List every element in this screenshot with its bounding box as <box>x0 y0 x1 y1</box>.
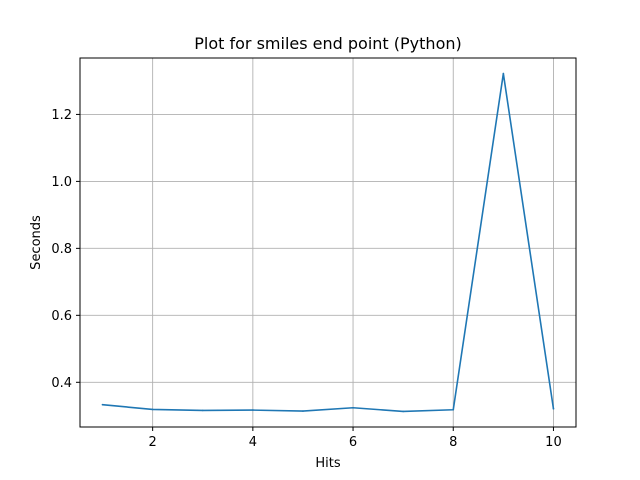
data-point <box>352 406 354 409</box>
series-line <box>101 72 555 413</box>
plot-frame <box>79 57 577 428</box>
data-point <box>452 408 455 411</box>
grid-lines <box>80 58 576 427</box>
chart-title: Plot for smiles end point (Python) <box>194 34 461 53</box>
y-tick-label: 1.2 <box>51 108 72 123</box>
data-point <box>402 410 404 413</box>
ticks: 2 4 6 8 10 0.4 0.6 0.8 1.0 1.2 <box>51 108 561 450</box>
y-axis-label: Seconds <box>29 215 44 270</box>
data-point <box>502 72 505 75</box>
y-tick-label: 0.8 <box>51 242 72 257</box>
data-point <box>252 409 254 411</box>
data-point <box>101 403 104 406</box>
data-point <box>302 410 304 412</box>
x-tick-label: 2 <box>149 435 157 450</box>
y-tick-label: 0.6 <box>51 309 72 324</box>
x-tick-label: 6 <box>349 435 357 450</box>
x-tick-label: 10 <box>545 435 562 450</box>
y-tick-label: 0.4 <box>51 376 72 391</box>
x-tick-label: 8 <box>449 435 457 450</box>
y-tick-label: 1.0 <box>51 175 72 190</box>
data-point <box>151 408 154 411</box>
x-axis-label: Hits <box>315 456 340 471</box>
x-tick-label: 4 <box>249 435 257 450</box>
data-point <box>201 409 204 412</box>
series-layer <box>101 72 555 413</box>
data-point <box>552 407 555 410</box>
